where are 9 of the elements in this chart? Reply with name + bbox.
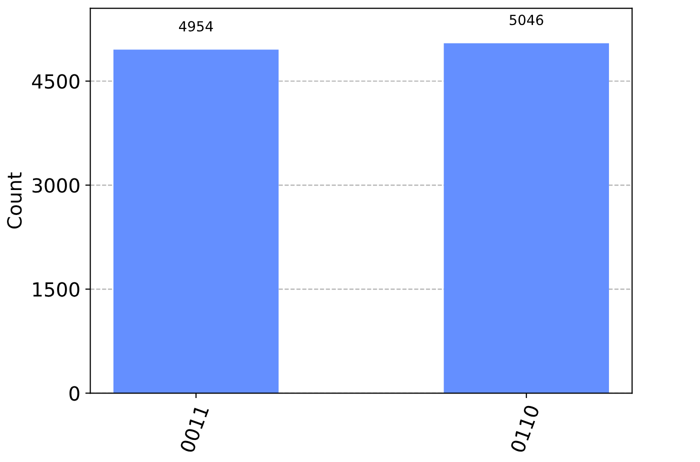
x-tick-label: 0110 (510, 404, 540, 454)
y-tick-label: 3000 (32, 178, 80, 193)
y-tick-label: 0 (69, 386, 80, 401)
data-label: 4954 (179, 21, 213, 32)
x-tick-label: 0011 (179, 404, 210, 454)
y-tick-label: 1500 (33, 282, 80, 297)
data-label: 5046 (510, 14, 544, 26)
y-tick-label: 4500 (32, 74, 80, 89)
y-axis-title: Count (7, 172, 22, 229)
